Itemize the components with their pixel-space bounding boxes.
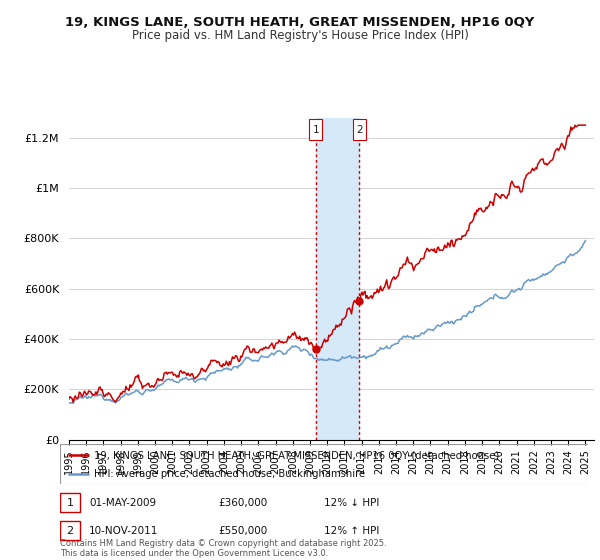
Text: 19, KINGS LANE, SOUTH HEATH, GREAT MISSENDEN, HP16 0QY (detached house): 19, KINGS LANE, SOUTH HEATH, GREAT MISSE… <box>94 450 500 460</box>
FancyBboxPatch shape <box>60 493 80 512</box>
Bar <box>316 118 359 440</box>
FancyBboxPatch shape <box>310 119 322 140</box>
Text: 01-MAY-2009: 01-MAY-2009 <box>89 498 156 507</box>
FancyBboxPatch shape <box>60 521 80 540</box>
Text: 1: 1 <box>313 125 319 134</box>
Text: 19, KINGS LANE, SOUTH HEATH, GREAT MISSENDEN, HP16 0QY: 19, KINGS LANE, SOUTH HEATH, GREAT MISSE… <box>65 16 535 29</box>
Text: 2: 2 <box>67 526 74 535</box>
Text: Price paid vs. HM Land Registry's House Price Index (HPI): Price paid vs. HM Land Registry's House … <box>131 29 469 42</box>
Text: 12% ↑ HPI: 12% ↑ HPI <box>324 526 379 535</box>
Text: HPI: Average price, detached house, Buckinghamshire: HPI: Average price, detached house, Buck… <box>94 469 365 479</box>
FancyBboxPatch shape <box>353 119 366 140</box>
Text: 10-NOV-2011: 10-NOV-2011 <box>89 526 158 535</box>
Text: Contains HM Land Registry data © Crown copyright and database right 2025.
This d: Contains HM Land Registry data © Crown c… <box>60 539 386 558</box>
Text: 2: 2 <box>356 125 363 134</box>
Text: 1: 1 <box>67 498 74 507</box>
Text: £550,000: £550,000 <box>218 526 268 535</box>
Text: 12% ↓ HPI: 12% ↓ HPI <box>324 498 379 507</box>
Text: £360,000: £360,000 <box>218 498 268 507</box>
